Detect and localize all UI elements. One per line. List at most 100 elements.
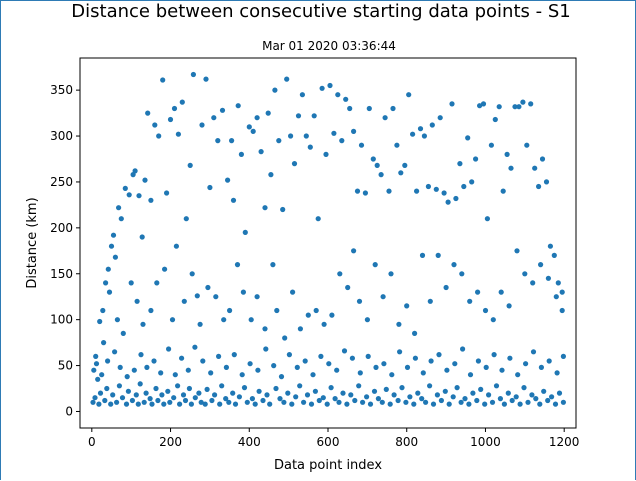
data-point bbox=[142, 177, 148, 183]
data-point bbox=[462, 396, 468, 402]
data-point bbox=[444, 367, 450, 373]
data-point bbox=[93, 353, 99, 359]
data-point bbox=[171, 395, 177, 401]
data-point bbox=[425, 183, 431, 190]
data-point bbox=[166, 346, 172, 352]
data-point bbox=[96, 401, 102, 407]
data-point bbox=[273, 385, 279, 392]
data-point bbox=[351, 248, 357, 254]
data-point bbox=[204, 386, 210, 392]
data-point bbox=[473, 156, 479, 162]
data-point bbox=[260, 397, 266, 404]
x-tick-label: 200 bbox=[159, 435, 182, 449]
data-point bbox=[305, 312, 311, 318]
data-point bbox=[507, 355, 513, 361]
data-point bbox=[404, 364, 411, 370]
data-point bbox=[91, 367, 97, 373]
data-point bbox=[92, 395, 98, 401]
data-point bbox=[430, 401, 437, 407]
data-point bbox=[545, 275, 552, 281]
data-point bbox=[370, 156, 376, 162]
data-point bbox=[453, 195, 459, 202]
data-point bbox=[547, 243, 554, 249]
data-point bbox=[457, 161, 463, 167]
data-point bbox=[556, 390, 563, 396]
data-point bbox=[436, 352, 442, 358]
data-point bbox=[356, 298, 363, 304]
data-point bbox=[372, 262, 378, 268]
data-point bbox=[270, 262, 276, 268]
data-point bbox=[419, 252, 426, 258]
data-point bbox=[209, 397, 215, 404]
y-tick-label: 250 bbox=[50, 175, 73, 189]
data-point bbox=[509, 397, 515, 404]
data-point bbox=[539, 156, 546, 162]
data-point bbox=[348, 392, 354, 398]
data-point bbox=[441, 190, 447, 196]
data-point bbox=[116, 205, 122, 211]
data-point bbox=[434, 392, 440, 398]
data-point bbox=[112, 349, 118, 355]
data-point bbox=[461, 183, 467, 190]
data-point bbox=[105, 266, 111, 272]
data-point bbox=[341, 348, 348, 354]
data-point bbox=[128, 280, 134, 286]
data-point bbox=[105, 358, 111, 364]
data-point bbox=[391, 392, 397, 398]
data-point bbox=[297, 383, 303, 389]
data-point bbox=[530, 280, 536, 286]
data-point bbox=[505, 390, 511, 396]
data-point bbox=[415, 390, 421, 396]
data-point bbox=[467, 372, 474, 378]
data-point bbox=[241, 385, 248, 391]
data-point bbox=[387, 401, 393, 407]
data-point bbox=[390, 105, 396, 112]
data-point bbox=[110, 392, 116, 398]
data-point bbox=[297, 326, 303, 332]
data-point bbox=[264, 392, 270, 398]
data-point bbox=[541, 388, 547, 394]
data-point bbox=[336, 399, 342, 405]
data-point bbox=[149, 401, 155, 407]
data-point bbox=[124, 374, 130, 380]
data-point bbox=[475, 358, 481, 364]
data-point bbox=[187, 162, 193, 168]
data-point bbox=[101, 340, 107, 346]
data-point bbox=[133, 392, 139, 398]
data-point bbox=[294, 364, 300, 370]
data-point bbox=[443, 284, 449, 291]
data-point bbox=[274, 307, 280, 314]
x-tick-label: 800 bbox=[395, 435, 418, 449]
data-point bbox=[345, 284, 351, 291]
data-point bbox=[364, 394, 370, 400]
data-point bbox=[134, 298, 140, 304]
x-tick-label: 600 bbox=[317, 435, 340, 449]
data-point bbox=[382, 115, 388, 121]
data-point bbox=[339, 138, 345, 144]
data-point bbox=[189, 271, 195, 277]
data-point bbox=[522, 271, 528, 277]
data-point bbox=[419, 396, 425, 402]
data-point bbox=[508, 165, 514, 171]
data-point bbox=[197, 321, 203, 327]
data-point bbox=[497, 396, 503, 402]
data-point bbox=[182, 397, 189, 404]
data-point bbox=[523, 361, 529, 367]
data-point bbox=[379, 399, 385, 405]
data-point bbox=[546, 358, 552, 364]
data-point bbox=[389, 372, 395, 378]
data-point bbox=[155, 397, 161, 404]
data-point bbox=[219, 383, 225, 389]
data-point bbox=[100, 307, 106, 314]
data-point bbox=[278, 374, 285, 380]
data-point bbox=[153, 385, 159, 392]
data-point bbox=[104, 385, 110, 392]
data-point bbox=[446, 401, 452, 407]
data-point bbox=[420, 370, 426, 376]
data-point bbox=[268, 172, 274, 178]
data-point bbox=[120, 330, 126, 336]
data-point bbox=[470, 390, 476, 396]
data-point bbox=[262, 326, 268, 332]
data-point bbox=[504, 151, 510, 157]
data-point bbox=[524, 142, 530, 148]
